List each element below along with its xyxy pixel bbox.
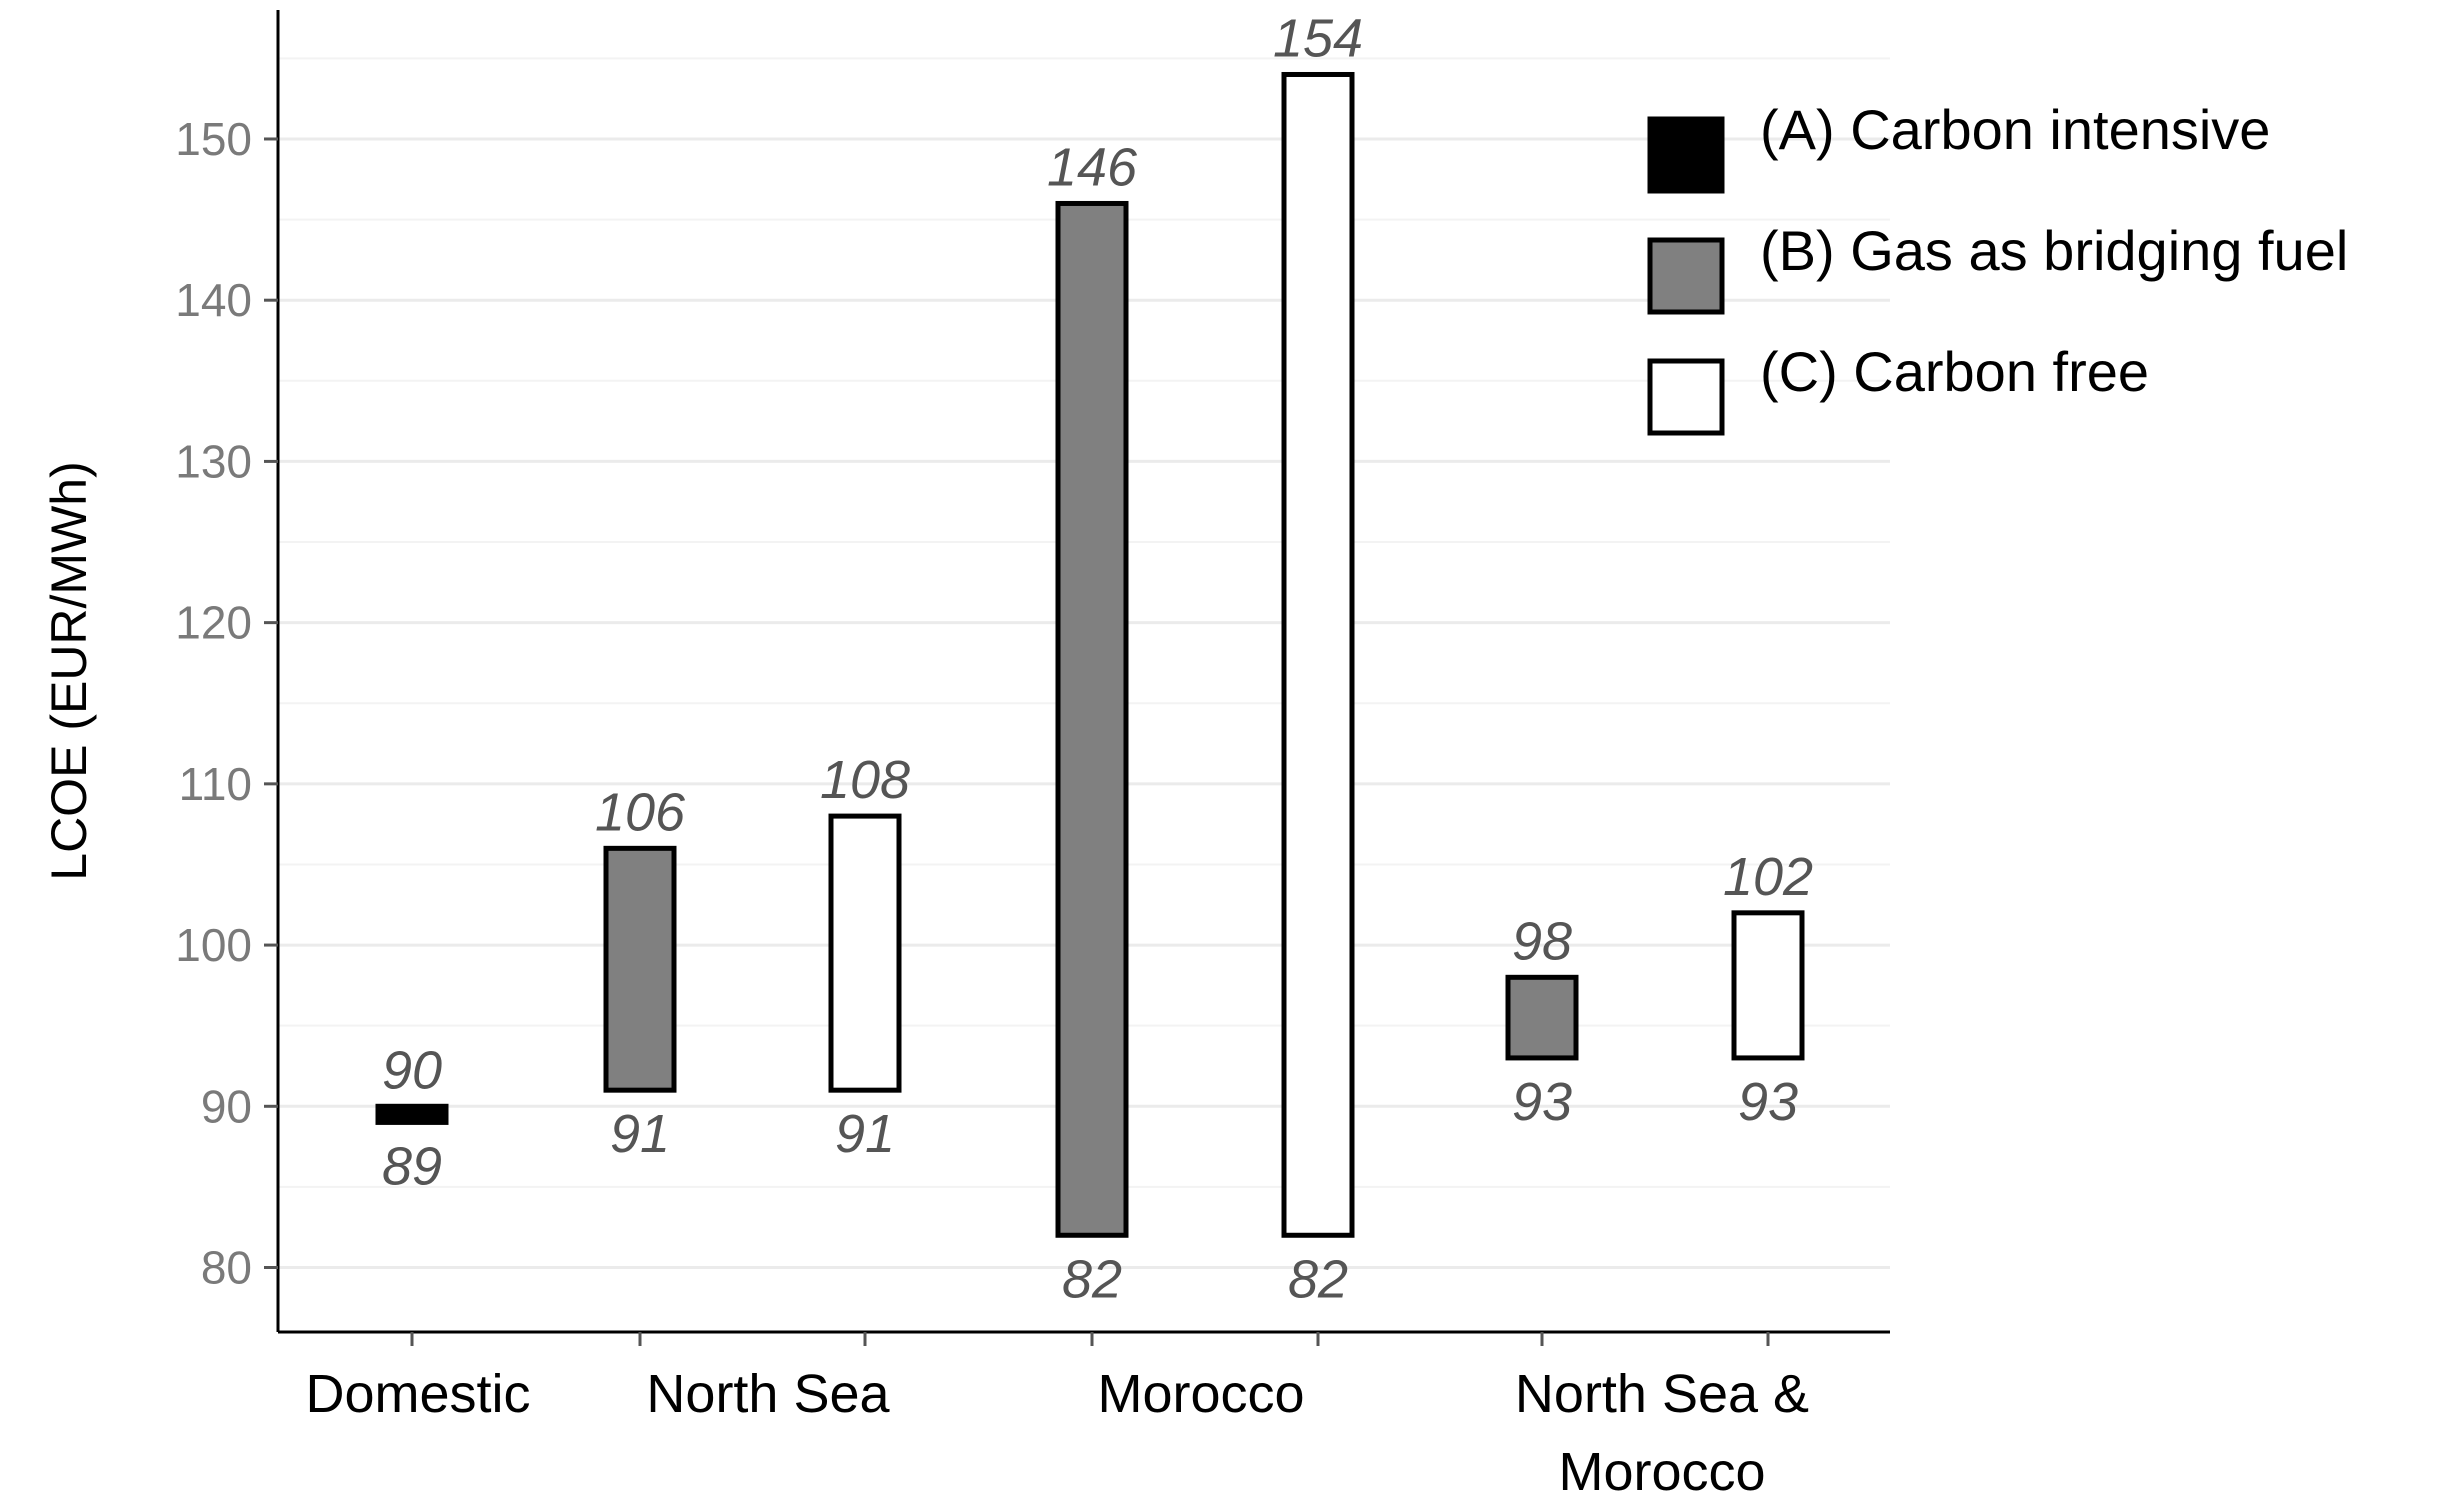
legend-label: (A) Carbon intensive [1760,98,2270,161]
bar-high-label: 98 [1512,911,1572,971]
bar-high-label: 146 [1047,137,1138,197]
category-label: North Sea [646,1364,890,1424]
bar-low-label: 82 [1288,1249,1348,1309]
bar [1055,200,1129,1238]
bar [828,813,902,1093]
bar-low-label: 93 [1512,1072,1572,1132]
category-label: Morocco [1558,1442,1765,1497]
category-label: North Sea & [1515,1364,1809,1424]
bar-high-label: 90 [382,1040,442,1100]
bar [1731,910,1805,1061]
bar [603,845,677,1093]
y-tick-label: 100 [175,919,252,971]
bars [375,71,1805,1238]
y-tick-label: 150 [175,113,252,165]
y-tick-label: 140 [175,274,252,326]
y-tick-label: 80 [201,1242,252,1294]
legend-swatch [1647,358,1725,436]
y-axis-title: LCOE (EUR/MWh) [41,461,97,880]
legend: (A) Carbon intensive (B) Gas as bridging … [1647,98,2348,436]
y-tick-label: 120 [175,597,252,649]
bar [1281,71,1355,1238]
bar-high-label: 154 [1273,8,1363,68]
y-tick-label: 130 [175,435,252,487]
data-labels: 90 89 106 91 108 91 146 82 154 82 98 93 102 93 [382,8,1813,1309]
category-label: Morocco [1097,1364,1304,1424]
bar [375,1103,449,1125]
category-label: Domestic [305,1364,530,1424]
bar-low-label: 93 [1738,1072,1798,1132]
legend-swatch [1647,237,1725,315]
bar [1505,974,1579,1061]
bar-low-label: 89 [382,1136,442,1196]
legend-label: (C) Carbon free [1760,340,2149,403]
legend-swatch [1647,116,1725,194]
y-tick-label: 110 [179,758,252,810]
y-tick-label: 90 [201,1080,252,1132]
legend-label: (B) Gas as bridging fuel [1760,219,2348,282]
bar-low-label: 91 [835,1104,895,1164]
bar-high-label: 102 [1723,847,1813,907]
axes: 80 90 100 110 120 130 140 150 Domestic North Sea M… [41,10,1890,1497]
bar-low-label: 82 [1062,1249,1122,1309]
bar-high-label: 108 [820,750,910,810]
bar-high-label: 106 [595,782,686,842]
bar-low-label: 91 [610,1104,670,1164]
